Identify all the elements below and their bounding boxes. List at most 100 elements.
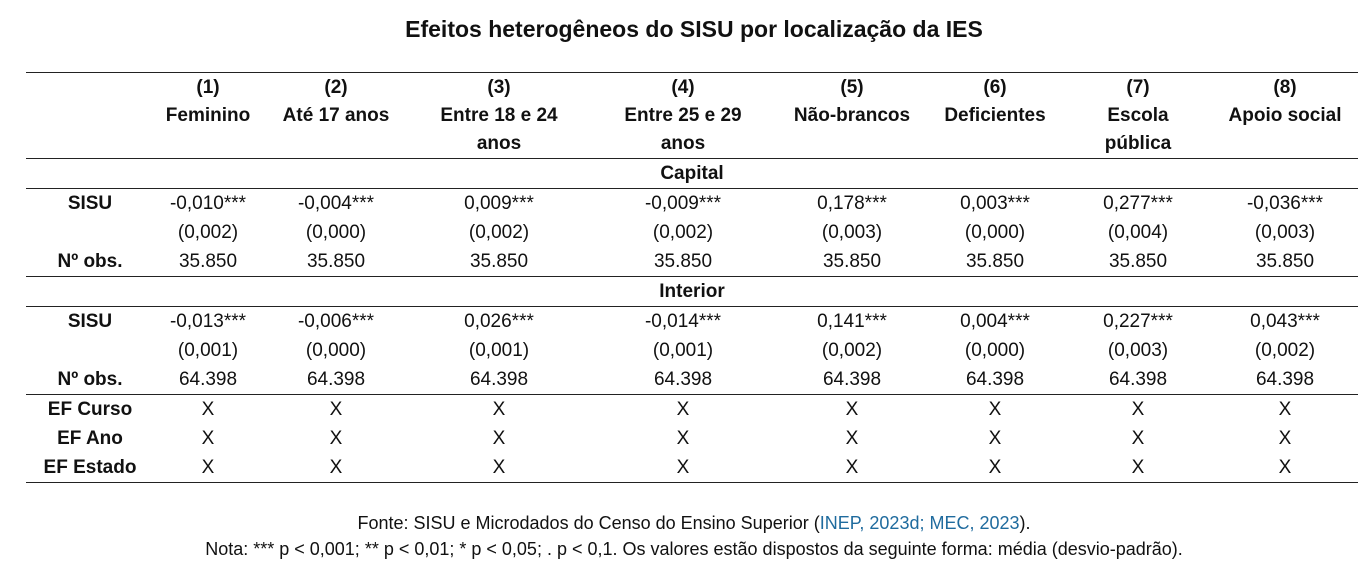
obs-value: 64.398 — [965, 368, 1025, 390]
table-notes: Fonte: SISU e Microdados do Censo do Ens… — [0, 510, 1368, 562]
column-number: (3) — [410, 72, 588, 102]
row-label-empty — [26, 336, 154, 365]
column-name-line: Escola — [1107, 105, 1169, 126]
column-name-line: Feminino — [165, 105, 251, 126]
se-value: (0,001) — [177, 339, 239, 361]
coef-value: 0,227*** — [1103, 310, 1173, 332]
obs-value: 64.398 — [1108, 368, 1168, 390]
row-label: EF Ano — [57, 427, 123, 449]
se-value: (0,000) — [964, 339, 1026, 361]
column-number: (4) — [588, 72, 778, 102]
fixed-effect-mark: X — [262, 394, 410, 424]
obs-value: 64.398 — [1255, 368, 1315, 390]
column-number: (6) — [926, 72, 1064, 102]
coef-value: -0,006*** — [297, 310, 375, 332]
obs-row: Nº obs. 35.850 35.850 35.850 35.850 35.850 35.… — [26, 247, 1358, 277]
column-number-row: (1) (2) (3) (4) (5) (6) (7) (8) — [26, 72, 1358, 102]
column-name-line: Até 17 anos — [282, 105, 390, 126]
row-label: SISU — [67, 310, 113, 332]
se-row: (0,002) (0,000) (0,002) (0,002) (0,003) (0,00… — [26, 218, 1358, 247]
results-table: (1) (2) (3) (4) (5) (6) (7) (8) Feminino Até 17 a… — [26, 72, 1358, 483]
obs-value: 64.398 — [653, 368, 713, 390]
fixed-effect-row: EF Curso X X X X X X X X — [26, 394, 1358, 424]
se-value: (0,004) — [1107, 221, 1169, 243]
coef-row: SISU -0,013*** -0,006*** 0,026*** -0,014*** 0… — [26, 307, 1358, 337]
column-name-line: Entre 18 e 24 — [440, 105, 558, 126]
column-name: Até 17 anos — [262, 102, 410, 159]
se-value: (0,002) — [177, 221, 239, 243]
fixed-effect-mark: X — [410, 453, 588, 483]
section-label: Interior — [26, 276, 1358, 307]
se-value: (0,003) — [1107, 339, 1169, 361]
stub-empty — [26, 72, 154, 102]
se-value: (0,002) — [821, 339, 883, 361]
se-value: (0,002) — [468, 221, 530, 243]
column-name: Entre 18 e 24 anos — [410, 102, 588, 159]
section-label: Capital — [26, 158, 1358, 189]
column-number: (2) — [262, 72, 410, 102]
se-value: (0,003) — [1254, 221, 1316, 243]
obs-row: Nº obs. 64.398 64.398 64.398 64.398 64.398 64.… — [26, 365, 1358, 395]
se-value: (0,000) — [305, 339, 367, 361]
se-value: (0,001) — [468, 339, 530, 361]
stub-empty — [26, 102, 154, 159]
fixed-effect-mark: X — [329, 427, 343, 449]
column-name-line: Não-brancos — [793, 105, 911, 126]
coef-value: -0,009*** — [644, 192, 722, 214]
source-open-paren: ( — [813, 513, 820, 533]
row-label: EF Curso — [26, 394, 154, 424]
column-name-line: anos — [660, 133, 706, 154]
fixed-effect-mark: X — [926, 453, 1064, 483]
obs-value: 35.850 — [1255, 250, 1315, 272]
obs-value: 64.398 — [469, 368, 529, 390]
coef-value: -0,014*** — [644, 310, 722, 332]
fixed-effect-mark: X — [588, 453, 778, 483]
fixed-effect-mark: X — [1064, 453, 1212, 483]
column-name-line: anos — [476, 133, 522, 154]
column-name: Não-brancos — [778, 102, 926, 159]
coef-value: 0,009*** — [464, 192, 534, 214]
source-line: Fonte: SISU e Microdados do Censo do Ens… — [0, 510, 1368, 536]
source-citation-link[interactable]: INEP, 2023d; MEC, 2023 — [819, 513, 1020, 533]
fixed-effect-mark: X — [778, 453, 926, 483]
coef-value: -0,010*** — [169, 192, 247, 214]
source-close-paren: ). — [1019, 513, 1031, 533]
table-title: Efeitos heterogêneos do SISU por localiz… — [405, 16, 983, 42]
se-value: (0,003) — [821, 221, 883, 243]
fixed-effect-mark: X — [676, 427, 690, 449]
fixed-effect-mark: X — [926, 394, 1064, 424]
obs-value: 35.850 — [469, 250, 529, 272]
column-number: (7) — [1064, 72, 1212, 102]
coef-value: 0,141*** — [817, 310, 887, 332]
fixed-effect-mark: X — [1131, 427, 1145, 449]
section-header-row: Interior — [26, 276, 1358, 307]
fixed-effect-mark: X — [154, 394, 262, 424]
fixed-effect-mark: X — [778, 394, 926, 424]
obs-value: 35.850 — [965, 250, 1025, 272]
obs-value: 35.850 — [178, 250, 238, 272]
se-row: (0,001) (0,000) (0,001) (0,001) (0,002) (0,00… — [26, 336, 1358, 365]
obs-value: 64.398 — [306, 368, 366, 390]
obs-value: 35.850 — [822, 250, 882, 272]
coef-value: -0,004*** — [297, 192, 375, 214]
obs-value: 64.398 — [822, 368, 882, 390]
row-label-empty — [26, 218, 154, 247]
coef-value: 0,178*** — [817, 192, 887, 214]
se-value: (0,000) — [305, 221, 367, 243]
coef-value: -0,013*** — [169, 310, 247, 332]
obs-value: 35.850 — [1108, 250, 1168, 272]
table-body: (1) (2) (3) (4) (5) (6) (7) (8) Feminino Até 17 a… — [26, 72, 1358, 483]
se-value: (0,000) — [964, 221, 1026, 243]
column-name: Escola pública — [1064, 102, 1212, 159]
fixed-effect-mark: X — [1212, 394, 1358, 424]
row-label: Nº obs. — [57, 250, 123, 272]
fixed-effect-mark: X — [492, 427, 506, 449]
fixed-effect-mark: X — [845, 427, 859, 449]
column-number: (8) — [1212, 72, 1358, 102]
section-header-row: Capital — [26, 158, 1358, 189]
column-name: Feminino — [154, 102, 262, 159]
coef-value: 0,277*** — [1103, 192, 1173, 214]
column-name: Deficientes — [926, 102, 1064, 159]
column-name-line: Deficientes — [944, 105, 1046, 126]
column-name-line: Apoio social — [1228, 105, 1342, 126]
